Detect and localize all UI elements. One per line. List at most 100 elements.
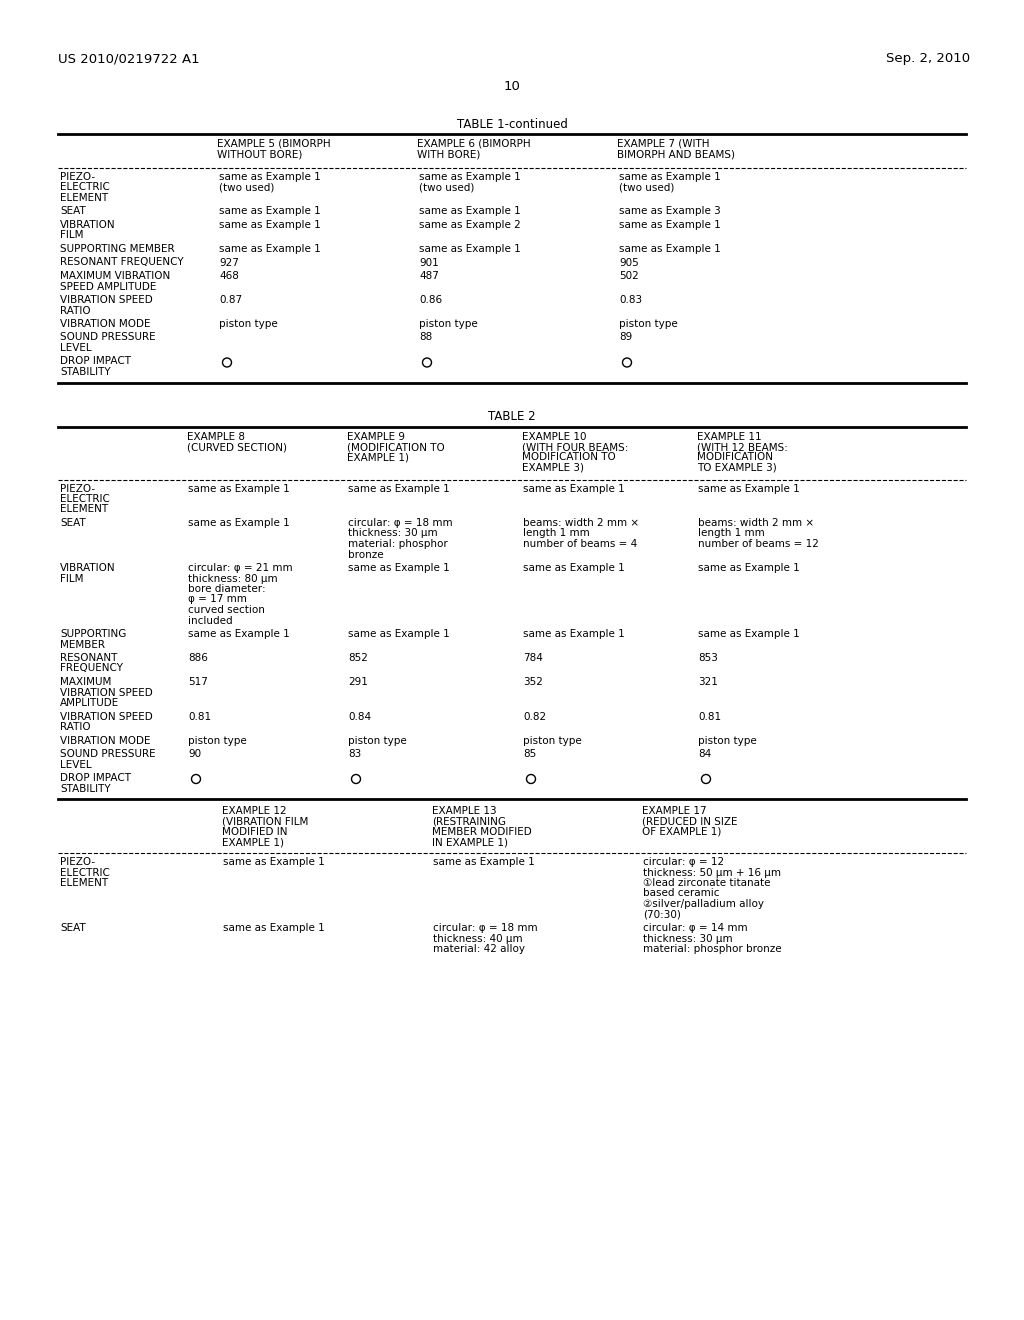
Text: 487: 487	[419, 271, 439, 281]
Text: same as Example 1: same as Example 1	[698, 483, 800, 494]
Text: piston type: piston type	[188, 735, 247, 746]
Text: WITH BORE): WITH BORE)	[417, 149, 480, 160]
Text: same as Example 1: same as Example 1	[698, 630, 800, 639]
Text: same as Example 1: same as Example 1	[219, 220, 321, 230]
Text: PIEZO-: PIEZO-	[60, 172, 95, 182]
Text: SOUND PRESSURE: SOUND PRESSURE	[60, 333, 156, 342]
Text: ELECTRIC: ELECTRIC	[60, 494, 110, 504]
Text: same as Example 1: same as Example 1	[523, 483, 625, 494]
Text: SOUND PRESSURE: SOUND PRESSURE	[60, 748, 156, 759]
Text: LEVEL: LEVEL	[60, 343, 91, 352]
Text: MODIFICATION: MODIFICATION	[697, 453, 773, 462]
Text: 0.86: 0.86	[419, 294, 442, 305]
Text: same as Example 1: same as Example 1	[618, 244, 721, 253]
Text: MEMBER MODIFIED: MEMBER MODIFIED	[432, 828, 531, 837]
Text: 886: 886	[188, 653, 208, 663]
Text: EXAMPLE 8: EXAMPLE 8	[187, 432, 245, 441]
Text: MAXIMUM: MAXIMUM	[60, 677, 112, 686]
Text: same as Example 1: same as Example 1	[348, 483, 450, 494]
Text: RATIO: RATIO	[60, 722, 91, 733]
Text: (RESTRAINING: (RESTRAINING	[432, 817, 506, 826]
Text: circular: φ = 18 mm: circular: φ = 18 mm	[348, 517, 453, 528]
Text: length 1 mm: length 1 mm	[523, 528, 590, 539]
Text: 88: 88	[419, 333, 432, 342]
Text: RATIO: RATIO	[60, 305, 91, 315]
Text: IN EXAMPLE 1): IN EXAMPLE 1)	[432, 837, 508, 847]
Text: same as Example 1: same as Example 1	[219, 244, 321, 253]
Text: STABILITY: STABILITY	[60, 784, 111, 793]
Text: thickness: 80 μm: thickness: 80 μm	[188, 573, 278, 583]
Text: same as Example 2: same as Example 2	[419, 220, 521, 230]
Text: 0.83: 0.83	[618, 294, 642, 305]
Text: circular: φ = 12: circular: φ = 12	[643, 857, 724, 867]
Text: 0.87: 0.87	[219, 294, 242, 305]
Text: piston type: piston type	[348, 735, 407, 746]
Text: FILM: FILM	[60, 231, 84, 240]
Text: MEMBER: MEMBER	[60, 639, 105, 649]
Text: thickness: 30 μm: thickness: 30 μm	[643, 933, 732, 944]
Text: piston type: piston type	[419, 319, 478, 329]
Text: ELEMENT: ELEMENT	[60, 878, 109, 888]
Text: same as Example 1: same as Example 1	[348, 564, 450, 573]
Text: (two used): (two used)	[219, 182, 274, 193]
Text: same as Example 1: same as Example 1	[523, 630, 625, 639]
Text: (CURVED SECTION): (CURVED SECTION)	[187, 442, 287, 451]
Text: (VIBRATION FILM: (VIBRATION FILM	[222, 817, 308, 826]
Text: VIBRATION MODE: VIBRATION MODE	[60, 735, 151, 746]
Text: material: phosphor bronze: material: phosphor bronze	[643, 944, 781, 954]
Text: 905: 905	[618, 257, 639, 268]
Text: same as Example 1: same as Example 1	[219, 206, 321, 216]
Text: circular: φ = 18 mm: circular: φ = 18 mm	[433, 923, 538, 933]
Text: ②silver/palladium alloy: ②silver/palladium alloy	[643, 899, 764, 909]
Text: 89: 89	[618, 333, 632, 342]
Text: thickness: 30 μm: thickness: 30 μm	[348, 528, 437, 539]
Text: circular: φ = 21 mm: circular: φ = 21 mm	[188, 564, 293, 573]
Text: circular: φ = 14 mm: circular: φ = 14 mm	[643, 923, 748, 933]
Text: (WITH 12 BEAMS:: (WITH 12 BEAMS:	[697, 442, 787, 451]
Text: 84: 84	[698, 748, 712, 759]
Text: MAXIMUM VIBRATION: MAXIMUM VIBRATION	[60, 271, 170, 281]
Text: EXAMPLE 6 (BIMORPH: EXAMPLE 6 (BIMORPH	[417, 139, 530, 149]
Text: curved section: curved section	[188, 605, 265, 615]
Text: same as Example 1: same as Example 1	[698, 564, 800, 573]
Text: VIBRATION: VIBRATION	[60, 220, 116, 230]
Text: 0.81: 0.81	[698, 711, 721, 722]
Text: PIEZO-: PIEZO-	[60, 483, 95, 494]
Text: MODIFICATION TO: MODIFICATION TO	[522, 453, 615, 462]
Text: SUPPORTING: SUPPORTING	[60, 630, 126, 639]
Text: VIBRATION SPEED: VIBRATION SPEED	[60, 711, 153, 722]
Text: FILM: FILM	[60, 573, 84, 583]
Text: DROP IMPACT: DROP IMPACT	[60, 356, 131, 367]
Text: OF EXAMPLE 1): OF EXAMPLE 1)	[642, 828, 721, 837]
Text: 291: 291	[348, 677, 368, 686]
Text: same as Example 1: same as Example 1	[188, 517, 290, 528]
Text: beams: width 2 mm ×: beams: width 2 mm ×	[523, 517, 639, 528]
Text: number of beams = 12: number of beams = 12	[698, 539, 819, 549]
Text: same as Example 1: same as Example 1	[219, 172, 321, 182]
Text: LEVEL: LEVEL	[60, 759, 91, 770]
Text: same as Example 1: same as Example 1	[223, 857, 325, 867]
Text: (MODIFICATION TO: (MODIFICATION TO	[347, 442, 444, 451]
Text: TO EXAMPLE 3): TO EXAMPLE 3)	[697, 463, 777, 473]
Text: included: included	[188, 615, 232, 626]
Text: 10: 10	[504, 81, 520, 92]
Text: SEAT: SEAT	[60, 206, 86, 216]
Text: EXAMPLE 12: EXAMPLE 12	[222, 807, 287, 816]
Text: piston type: piston type	[698, 735, 757, 746]
Text: 901: 901	[419, 257, 438, 268]
Text: AMPLITUDE: AMPLITUDE	[60, 698, 119, 708]
Text: 784: 784	[523, 653, 543, 663]
Text: piston type: piston type	[219, 319, 278, 329]
Text: EXAMPLE 13: EXAMPLE 13	[432, 807, 497, 816]
Text: piston type: piston type	[523, 735, 582, 746]
Text: ELECTRIC: ELECTRIC	[60, 867, 110, 878]
Text: φ = 17 mm: φ = 17 mm	[188, 594, 247, 605]
Text: (two used): (two used)	[618, 182, 675, 193]
Text: thickness: 40 μm: thickness: 40 μm	[433, 933, 522, 944]
Text: same as Example 3: same as Example 3	[618, 206, 721, 216]
Text: ①lead zirconate titanate: ①lead zirconate titanate	[643, 878, 770, 888]
Text: VIBRATION MODE: VIBRATION MODE	[60, 319, 151, 329]
Text: SPEED AMPLITUDE: SPEED AMPLITUDE	[60, 281, 157, 292]
Text: 85: 85	[523, 748, 537, 759]
Text: ELEMENT: ELEMENT	[60, 193, 109, 203]
